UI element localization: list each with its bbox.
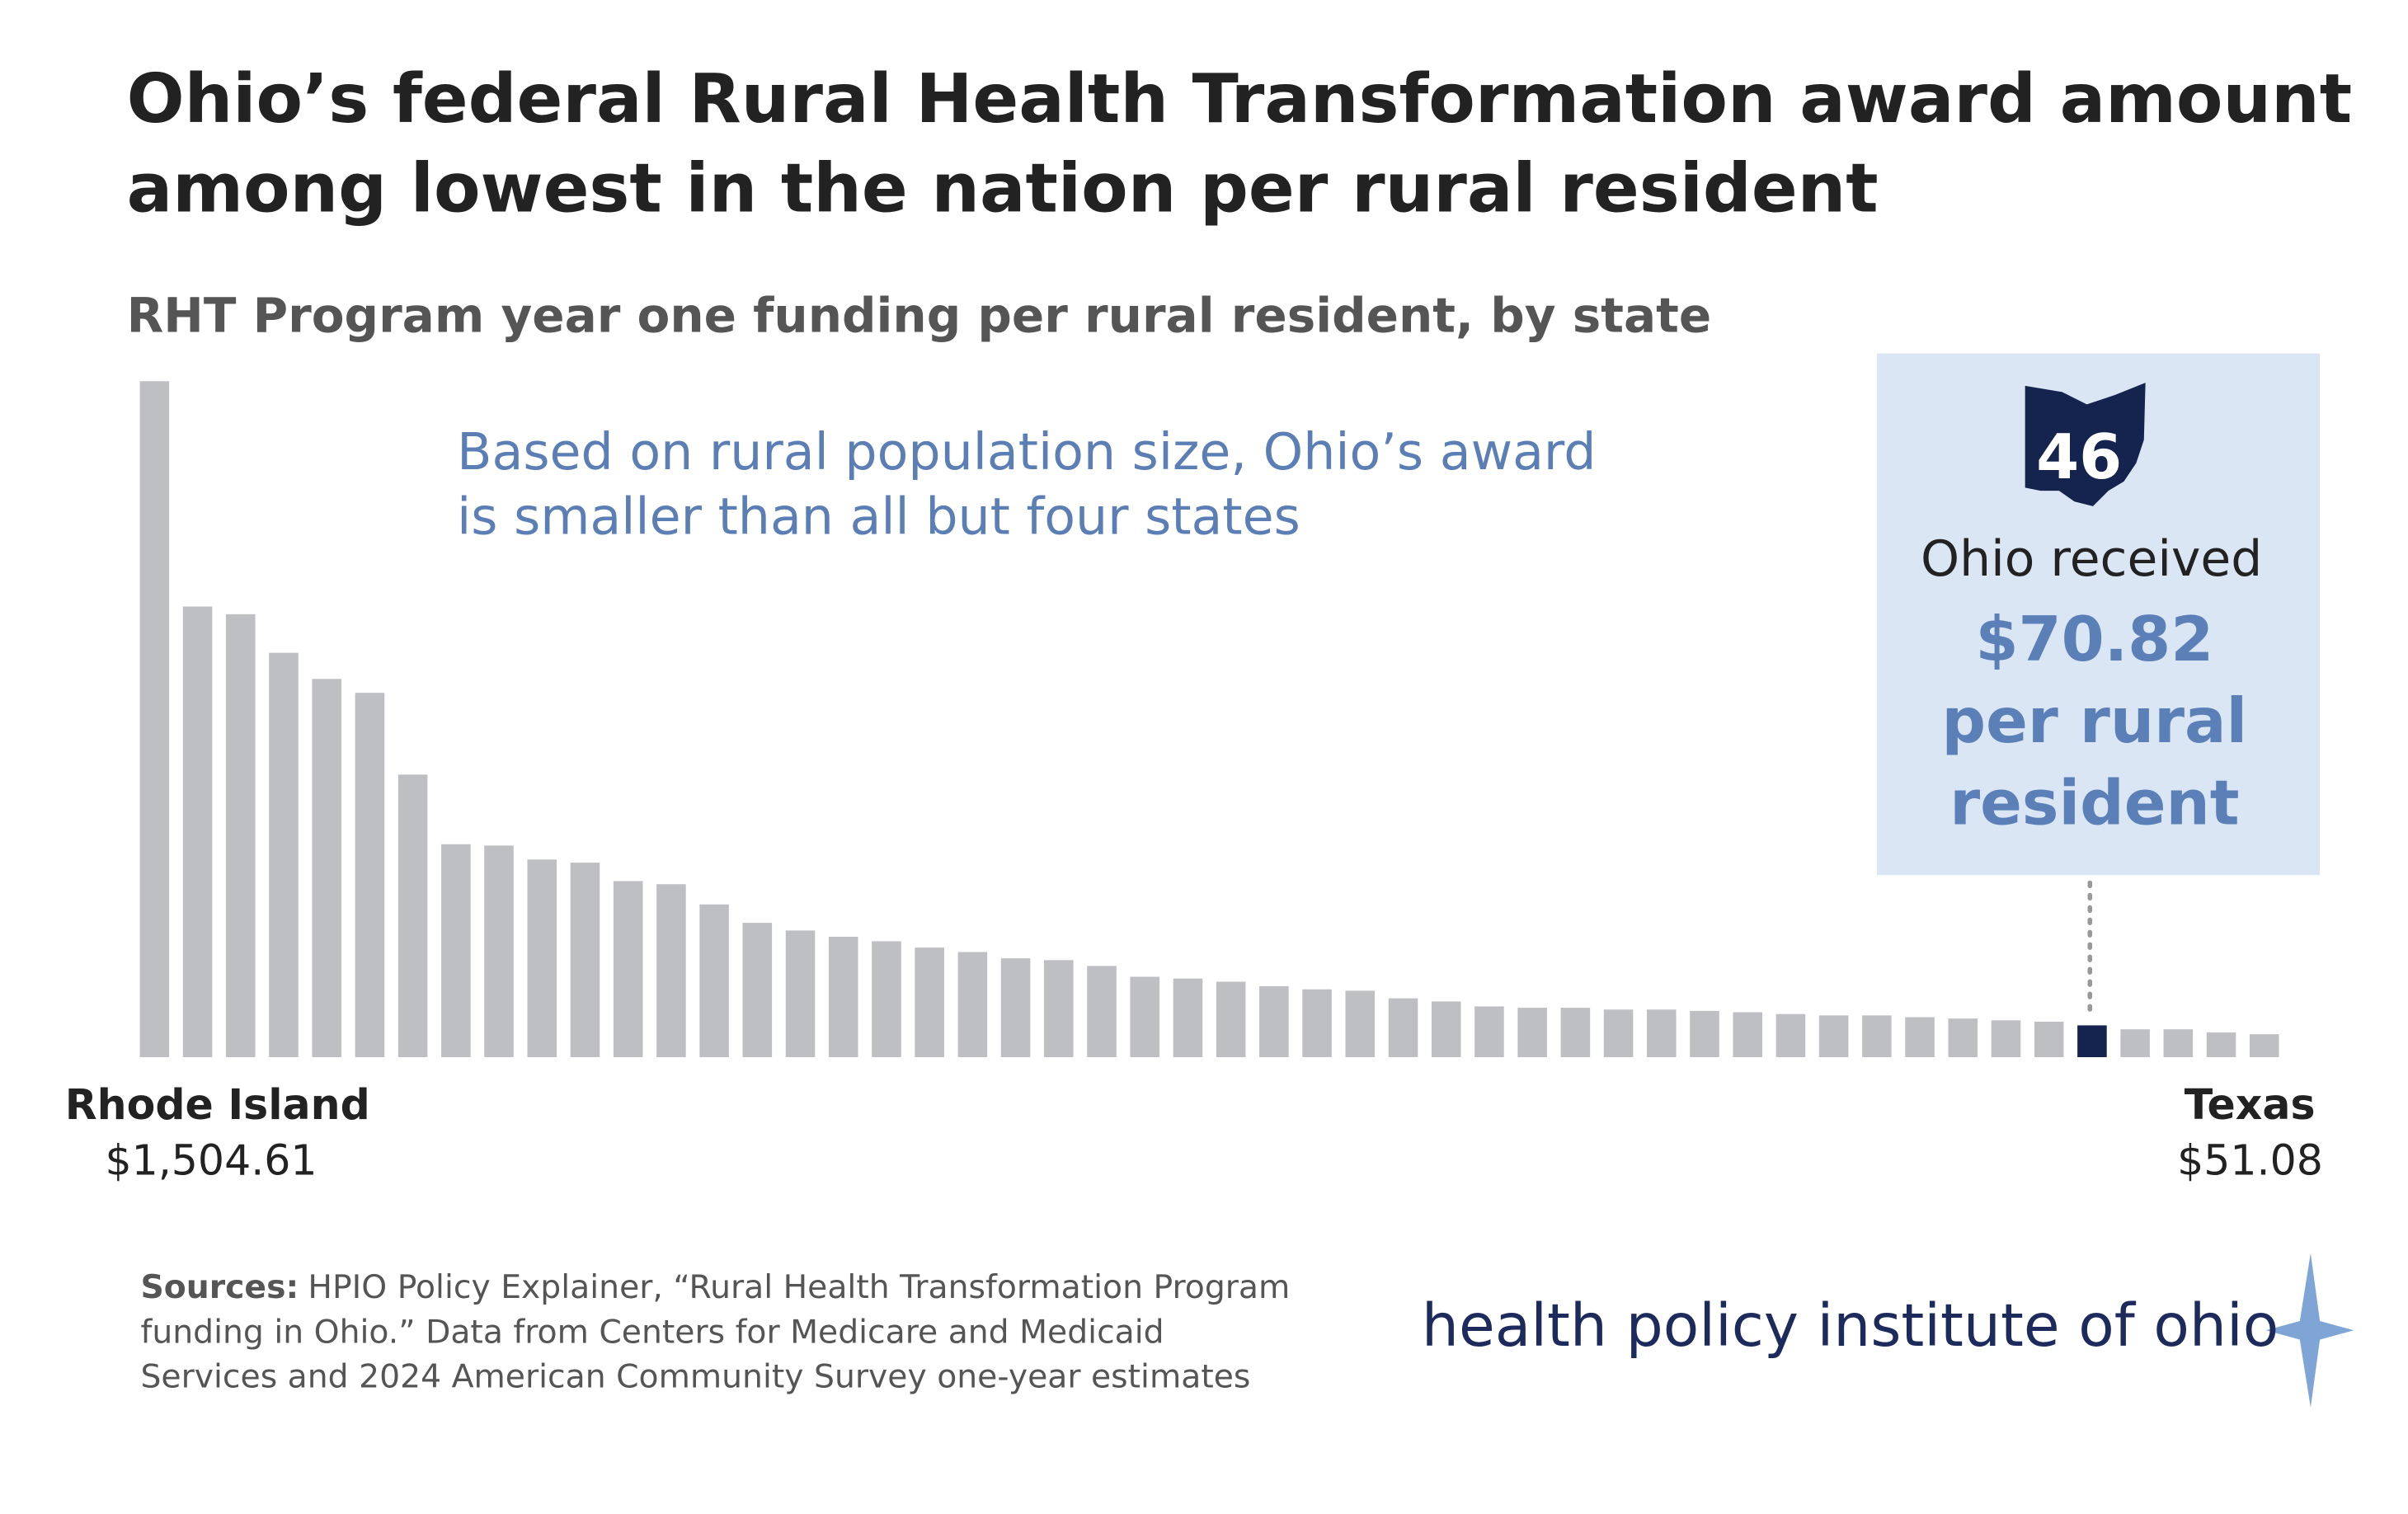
bar: [1818, 1015, 1849, 1058]
callout-line: per rural: [1942, 685, 2248, 757]
bar: [1905, 1017, 1935, 1058]
bar: [1991, 1020, 2021, 1058]
logo-star: [2265, 1253, 2354, 1408]
bar: [1044, 960, 1074, 1058]
chart-subtitle: RHT Program year one funding per rural r…: [127, 287, 1712, 343]
bar: [1775, 1013, 1806, 1058]
bar: [1948, 1018, 1978, 1058]
bar: [225, 614, 256, 1058]
value-label: $51.08: [2177, 1136, 2323, 1184]
bar: [742, 923, 773, 1058]
bar: [656, 884, 686, 1058]
bar: [397, 774, 428, 1058]
bar: [441, 844, 471, 1058]
bar: [1130, 976, 1160, 1058]
bar: [2077, 1025, 2107, 1058]
x-tick-label: Rhode Island: [65, 1080, 370, 1129]
bar: [355, 693, 385, 1058]
bar: [527, 859, 557, 1058]
bar: [2249, 1034, 2279, 1058]
callout-value: $70.82: [1975, 604, 2213, 675]
sources-line: HPIO Policy Explainer, “Rural Health Tra…: [308, 1269, 1290, 1306]
bar: [785, 930, 816, 1058]
x-tick-label: Texas: [2185, 1080, 2316, 1129]
callout-rank: 46: [2036, 421, 2122, 493]
bar: [2206, 1032, 2236, 1058]
bar: [1345, 990, 1376, 1058]
chart-title: among lowest in the nation per rural res…: [127, 149, 1879, 228]
callout-text: Ohio received: [1921, 530, 2262, 588]
bar: [828, 937, 858, 1058]
bar: [1000, 958, 1031, 1058]
bar: [2163, 1029, 2194, 1058]
bar: [613, 881, 643, 1058]
bar: [1388, 998, 1418, 1058]
annotation: is smaller than all but four states: [457, 487, 1300, 547]
bar: [570, 863, 600, 1058]
bar: [1517, 1008, 1547, 1058]
bar: [915, 947, 944, 1058]
sources: Sources: HPIO Policy Explainer, “Rural He…: [140, 1269, 1290, 1306]
bar: [1733, 1012, 1762, 1058]
bar: [1603, 1009, 1634, 1058]
bar: [269, 652, 299, 1058]
sources-line: funding in Ohio.” Data from Centers for …: [140, 1314, 1164, 1351]
bar: [312, 679, 341, 1058]
bar: [1560, 1008, 1591, 1058]
bar: [1431, 1001, 1461, 1058]
bar: [2034, 1021, 2064, 1058]
bar: [1302, 989, 1332, 1058]
bar: [872, 941, 901, 1058]
bar: [182, 606, 213, 1058]
bar: [1173, 978, 1203, 1058]
bar: [1690, 1010, 1719, 1058]
annotation: Based on rural population size, Ohio’s a…: [457, 422, 1596, 482]
bar: [139, 381, 170, 1058]
chart-title: Ohio’s federal Rural Health Transformati…: [127, 60, 2352, 139]
bar: [699, 904, 729, 1058]
bar: [2120, 1029, 2150, 1058]
value-label: $1,504.61: [105, 1136, 317, 1184]
callout-line: resident: [1949, 767, 2239, 839]
bar: [1647, 1009, 1677, 1058]
bar: [1087, 966, 1117, 1058]
bar: [1474, 1006, 1504, 1058]
bar: [484, 845, 514, 1058]
bar: [957, 952, 988, 1058]
ohio-shape: [2025, 383, 2146, 506]
sources-label: Sources:: [140, 1269, 299, 1306]
bar: [1259, 985, 1289, 1058]
sources-line: Services and 2024 American Community Sur…: [140, 1359, 1250, 1396]
bar: [1862, 1015, 1892, 1058]
bar: [1216, 981, 1246, 1058]
logo: health policy institute of ohio: [1422, 1291, 2279, 1360]
